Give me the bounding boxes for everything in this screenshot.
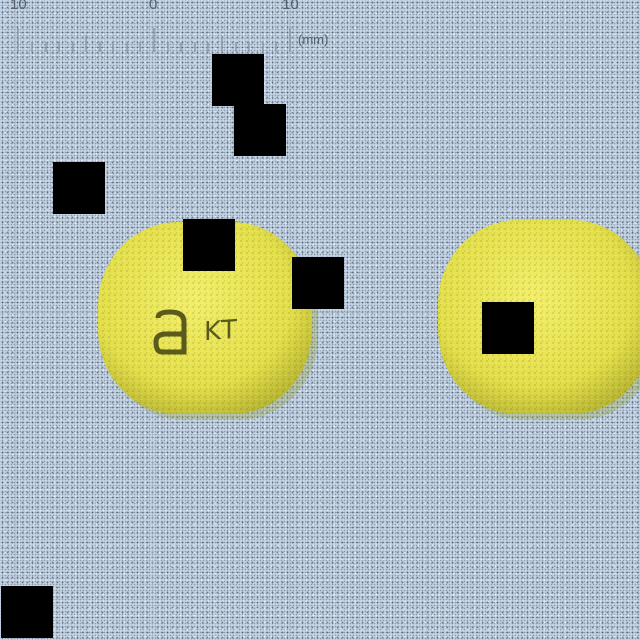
occlusion-block [53,162,105,214]
occlusion-block [1,586,53,638]
ruler-unit-label: (mm) [298,32,329,47]
occlusion-block [212,54,264,106]
occlusion-block [183,219,235,271]
ruler-label-zero: 0 [149,0,158,13]
ruler-label-left: 10 [10,0,27,13]
tablet-left [98,222,318,420]
tablet-right [438,220,640,420]
ruler-ticks [17,28,291,52]
measurement-ruler: 10 0 10 (mm) [0,0,640,60]
occlusion-block [482,302,534,354]
imprint-logo-icon [153,309,187,355]
occlusion-block [292,257,344,309]
imprint-text: KT [204,314,239,348]
occlusion-block [234,104,286,156]
ruler-label-right: 10 [282,0,299,13]
